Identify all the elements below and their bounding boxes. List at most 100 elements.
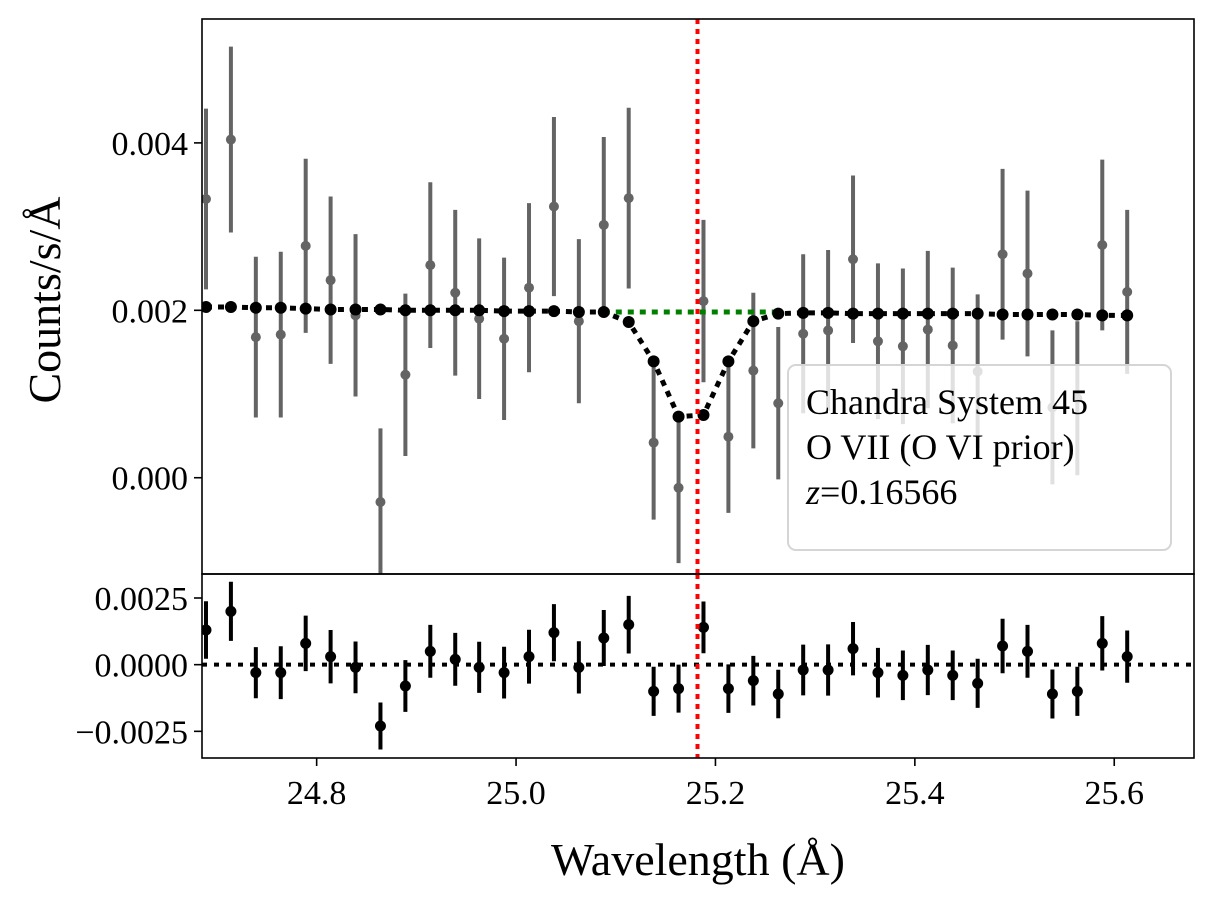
data-point	[922, 324, 933, 335]
model-point	[847, 307, 860, 320]
residual-point	[424, 645, 436, 657]
residual-point	[797, 664, 809, 676]
panel-frames	[201, 18, 1195, 759]
data-point	[673, 482, 684, 493]
data-point	[474, 313, 485, 324]
model-point	[722, 355, 735, 368]
model-point	[324, 303, 337, 316]
main-y-tick-label: 0.000	[112, 461, 189, 498]
data-point	[773, 398, 784, 409]
model-point	[747, 315, 760, 328]
model-point	[1021, 308, 1034, 321]
residual-point	[747, 675, 759, 687]
model-point	[349, 303, 362, 316]
data-point	[375, 497, 386, 508]
main-panel	[202, 19, 1134, 574]
model-point	[547, 305, 560, 318]
model-point	[399, 304, 412, 317]
redshift-equals: =	[820, 472, 840, 512]
data-point	[325, 275, 336, 286]
redshift-value: 0.16566	[840, 472, 957, 512]
data-point	[723, 431, 734, 442]
data-point	[698, 296, 709, 307]
model-point	[473, 304, 486, 317]
model-point	[498, 305, 511, 318]
model-point	[896, 307, 909, 320]
data-point	[499, 333, 510, 344]
model-point	[921, 307, 934, 320]
residual-point	[997, 640, 1009, 652]
legend-line-system: Chandra System 45	[806, 382, 1088, 422]
residual-point	[1022, 645, 1034, 657]
x-tick-label: 25.2	[686, 775, 746, 812]
model-point	[424, 304, 437, 317]
model-point	[572, 305, 585, 318]
data-point	[897, 341, 908, 352]
residual-point	[275, 667, 287, 679]
residual-point	[449, 653, 461, 665]
legend: Chandra System 45 O VII (O VI prior) z=0…	[787, 364, 1172, 551]
data-point	[1097, 240, 1108, 251]
model-point	[449, 304, 462, 317]
residual-point	[473, 661, 485, 673]
residual-point	[325, 651, 337, 663]
data-point	[548, 201, 559, 212]
residual-point	[350, 661, 362, 673]
x-tick-label: 24.8	[287, 775, 347, 812]
data-point	[798, 328, 809, 339]
model-point	[597, 305, 610, 318]
model-point	[672, 410, 685, 423]
legend-line-ion: O VII (O VI prior)	[806, 427, 1075, 467]
model-point	[1121, 309, 1134, 322]
y-axis-title: Counts/s/Å	[19, 196, 70, 403]
data-point	[648, 437, 659, 448]
data-point	[573, 316, 584, 327]
data-point	[300, 240, 311, 251]
model-point	[224, 300, 237, 313]
residual-y-tick-label: 0.0000	[95, 648, 189, 685]
residual-point	[897, 669, 909, 681]
residual-point	[1096, 637, 1108, 649]
model-point	[647, 355, 660, 368]
residual-point	[947, 669, 959, 681]
legend-box	[787, 364, 1172, 551]
data-point	[1122, 286, 1133, 297]
data-point	[1022, 268, 1033, 279]
x-tick-label: 25.0	[486, 775, 546, 812]
residual-point	[300, 637, 312, 649]
model-point	[1071, 308, 1084, 321]
model-point	[946, 307, 959, 320]
model-point	[523, 305, 536, 318]
residual-y-tick-label: −0.0025	[75, 714, 188, 751]
model-point	[772, 307, 785, 320]
data-point	[748, 365, 759, 376]
data-point	[947, 340, 958, 351]
data-point	[623, 193, 634, 204]
residual-point	[374, 720, 386, 732]
data-point	[425, 260, 436, 271]
model-point	[996, 308, 1009, 321]
model-point	[871, 307, 884, 320]
residual-frame	[201, 573, 1195, 759]
residual-point	[399, 680, 411, 692]
residual-point	[202, 624, 212, 636]
residual-point	[1046, 688, 1058, 700]
main-y-tick-label: 0.004	[112, 126, 189, 163]
x-tick-label: 25.6	[1084, 775, 1144, 812]
residual-point	[498, 667, 510, 679]
residual-point	[673, 683, 685, 695]
residual-point	[548, 627, 560, 639]
data-point	[598, 219, 609, 230]
redshift-symbol: z	[805, 472, 820, 512]
residual-point	[972, 677, 984, 689]
data-point	[997, 249, 1008, 260]
model-point	[971, 307, 984, 320]
residual-point	[847, 643, 859, 655]
residual-point	[922, 664, 934, 676]
data-point	[275, 329, 286, 340]
data-point	[225, 134, 236, 145]
model-point	[1096, 309, 1109, 322]
data-point	[250, 332, 261, 343]
residual-point	[598, 632, 610, 644]
